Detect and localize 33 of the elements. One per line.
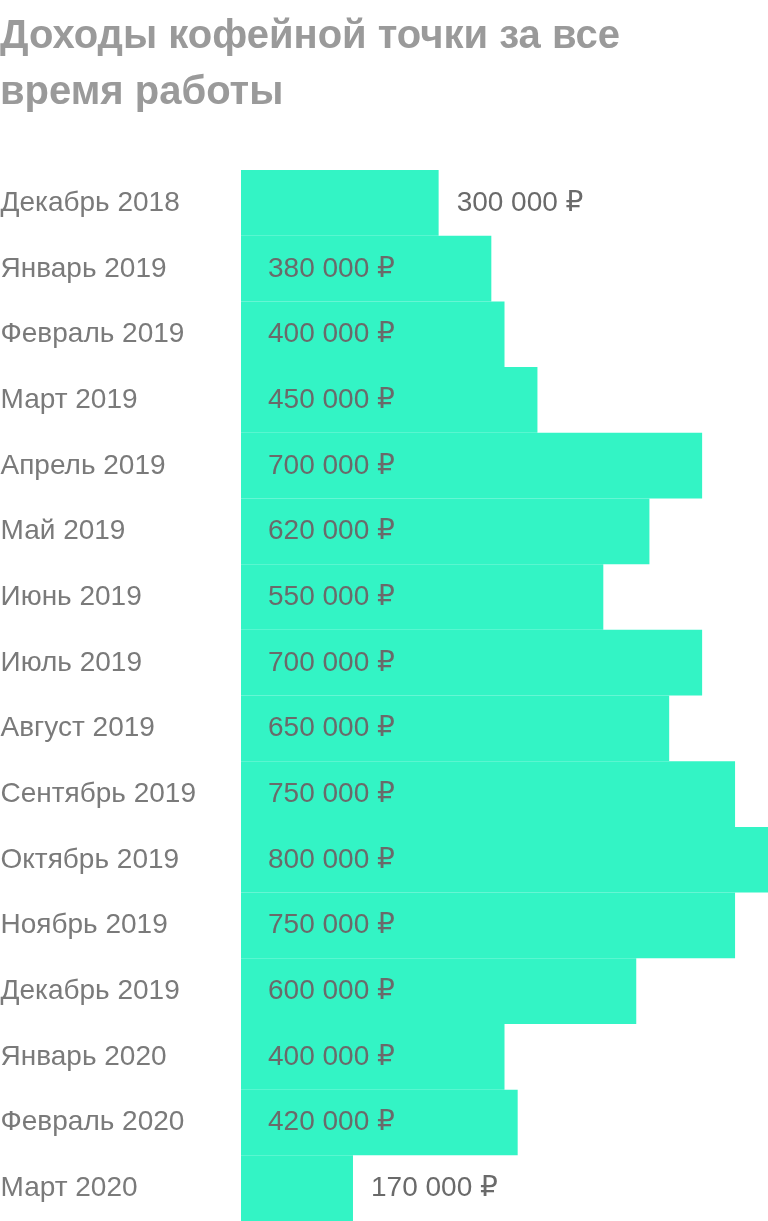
data-label: 300 000 ₽	[456, 185, 584, 217]
y-tick-label: Май 2019	[0, 514, 126, 546]
data-label: 620 000 ₽	[268, 514, 395, 546]
y-tick-label: Август 2019	[0, 711, 155, 743]
y-tick-label: Март 2020	[0, 1171, 138, 1203]
data-label: 750 000 ₽	[268, 777, 395, 809]
y-tick-label: Февраль 2020	[0, 1105, 185, 1137]
data-label: 400 000 ₽	[268, 1039, 395, 1071]
data-label: 550 000 ₽	[268, 579, 395, 611]
y-tick-label: Ноябрь 2019	[0, 908, 168, 940]
data-label: 420 000 ₽	[268, 1105, 395, 1137]
y-tick-label: Январь 2020	[0, 1039, 167, 1071]
y-tick-label: Сентябрь 2019	[0, 777, 197, 809]
y-tick-label: Январь 2019	[0, 251, 167, 283]
y-tick-label: Октябрь 2019	[0, 842, 180, 874]
data-label: 400 000 ₽	[268, 317, 395, 349]
y-tick-label: Декабрь 2018	[0, 185, 180, 217]
y-tick-label: Июнь 2019	[0, 579, 142, 611]
chart-title: Доходы кофейной точки за все время работы	[0, 12, 621, 112]
data-label: 650 000 ₽	[268, 711, 395, 743]
data-label: 700 000 ₽	[268, 645, 395, 677]
data-label: 700 000 ₽	[268, 448, 395, 480]
y-tick-label: Февраль 2019	[0, 317, 185, 349]
y-tick-label: Июль 2019	[0, 645, 143, 677]
data-label: 800 000 ₽	[268, 842, 395, 874]
y-tick-label: Декабрь 2019	[0, 974, 180, 1006]
data-label: 450 000 ₽	[268, 382, 395, 414]
data-label: 170 000 ₽	[370, 1171, 498, 1203]
data-label: 380 000 ₽	[268, 251, 395, 283]
data-label: 750 000 ₽	[268, 908, 395, 940]
y-tick-label: Апрель 2019	[0, 448, 166, 480]
data-label: 600 000 ₽	[268, 974, 395, 1006]
y-tick-label: Март 2019	[0, 382, 138, 414]
